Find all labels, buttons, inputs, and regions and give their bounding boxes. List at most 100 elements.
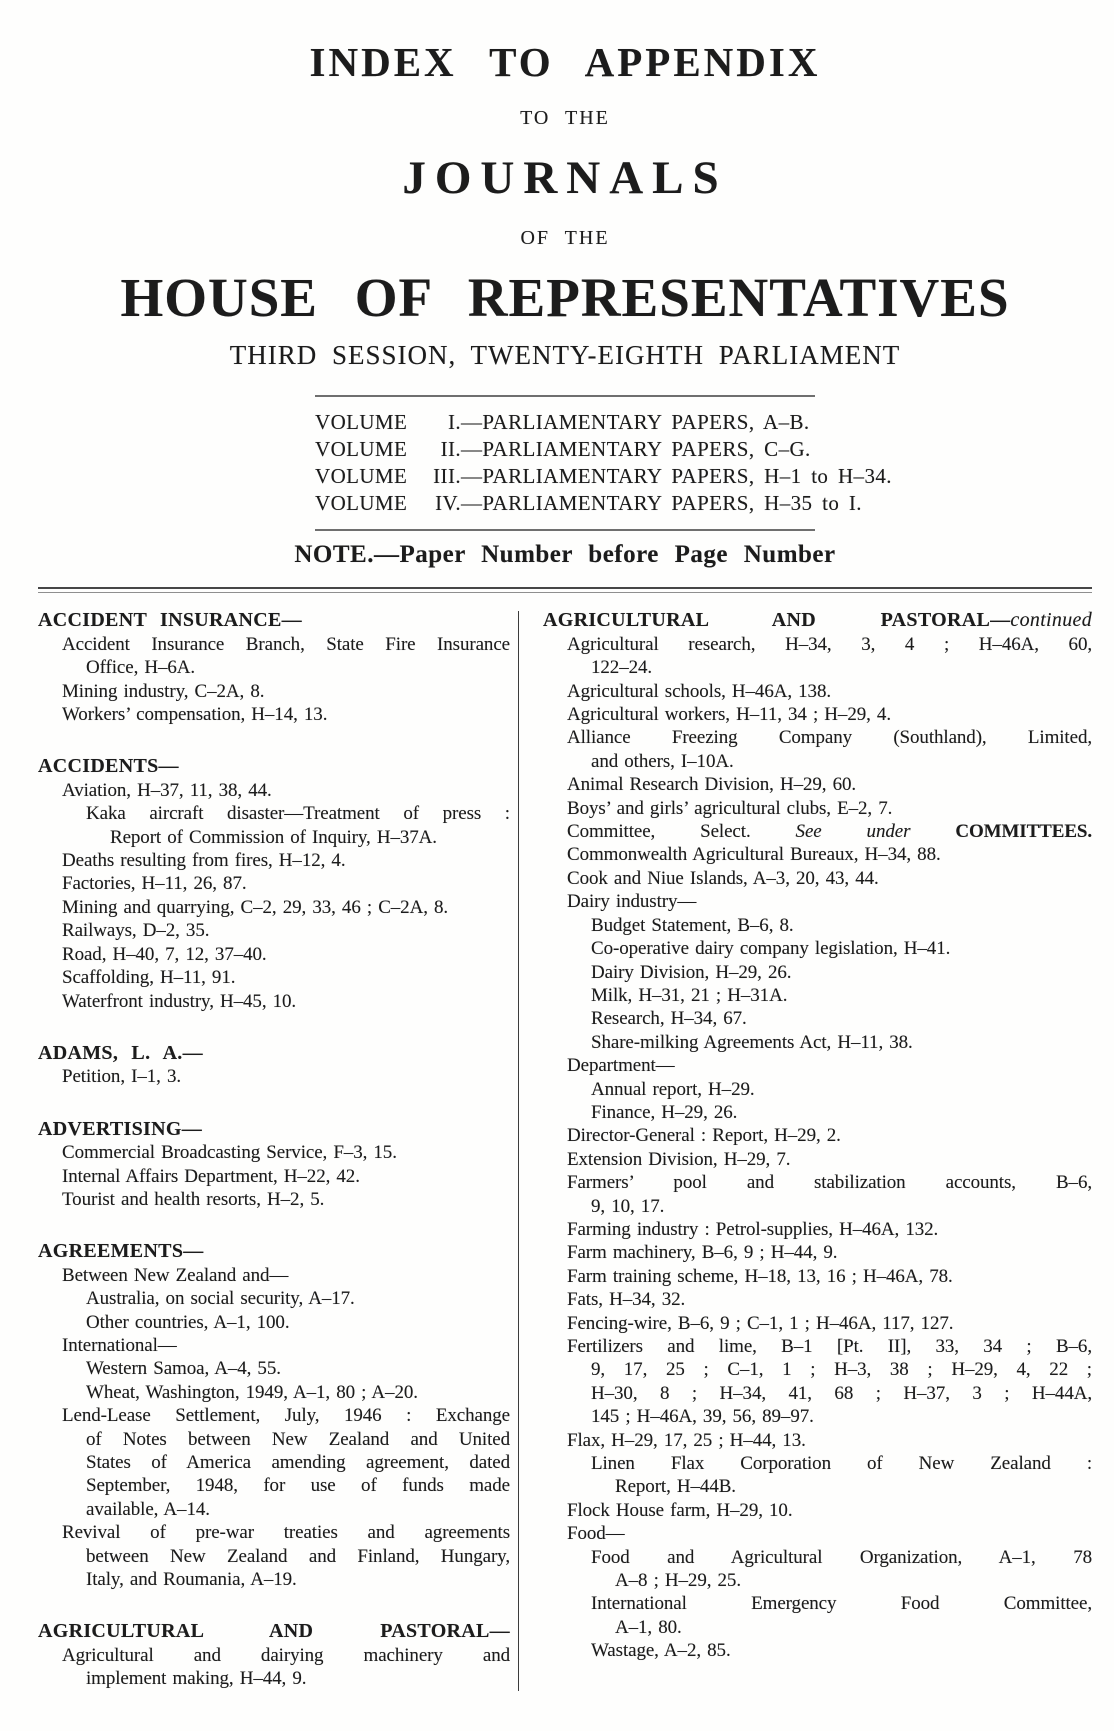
index-entry: Animal Research Division, H–29, 60.	[567, 773, 1092, 796]
text-run: Linen Flax Corporation of New Zealand :	[591, 1453, 1092, 1475]
title-block: INDEX TO APPENDIX TO THE JOURNALS OF THE…	[38, 39, 1092, 371]
text-run: ACCIDENTS—	[38, 755, 179, 778]
text-run: 122–24.	[591, 657, 653, 679]
index-entry: H–30, 8 ; H–34, 41, 68 ; H–37, 3 ; H–44A…	[591, 1382, 1092, 1405]
index-entry: Lend-Lease Settlement, July, 1946 : Exch…	[62, 1404, 510, 1427]
text-run: I.	[447, 410, 461, 435]
text-run: Fencing-wire, B–6, 9 ; C–1, 1 ; H–46A, 1…	[567, 1312, 954, 1334]
text-run: Commercial Broadcasting Service, F–3, 15…	[62, 1142, 397, 1164]
index-entry: Milk, H–31, 21 ; H–31A.	[591, 984, 1092, 1007]
text-run: Lend-Lease Settlement, July, 1946 : Exch…	[62, 1405, 510, 1427]
index-entry: Report of Commission of Inquiry, H–37A.	[110, 826, 510, 849]
index-entry: Farm machinery, B–6, 9 ; H–44, 9.	[567, 1241, 1092, 1264]
index-entry: Petition, I–1, 3.	[62, 1065, 510, 1088]
text-run: Other countries, A–1, 100.	[86, 1311, 290, 1333]
index-entry: Kaka aircraft disaster—Treatment of pres…	[86, 802, 510, 825]
index-entry: Agricultural research, H–34, 3, 4 ; H–46…	[567, 633, 1092, 656]
index-entry: Cook and Niue Islands, A–3, 20, 43, 44.	[567, 867, 1092, 890]
text-run: continued	[1010, 609, 1092, 632]
section-heading: ADAMS, L. A.—	[38, 1042, 510, 1065]
text-run: Agricultural schools, H–46A, 138.	[567, 680, 831, 702]
index-entry: Director-General : Report, H–29, 2.	[567, 1124, 1092, 1147]
index-entry: Deaths resulting from fires, H–12, 4.	[62, 849, 510, 872]
index-entry: A–1, 80.	[615, 1616, 1092, 1639]
index-entry: Railways, D–2, 35.	[62, 919, 510, 942]
text-run: Railways, D–2, 35.	[62, 920, 210, 942]
index-entry: September, 1948, for use of funds made	[86, 1474, 510, 1497]
index-entry: Italy, and Roumania, A–19.	[86, 1568, 510, 1591]
section-heading: AGREEMENTS—	[38, 1240, 510, 1263]
index-entry: Farming industry : Petrol-supplies, H–46…	[567, 1218, 1092, 1241]
index-entry: Alliance Freezing Company (Southland), L…	[567, 726, 1092, 749]
index-entry: Internal Affairs Department, H–22, 42.	[62, 1165, 510, 1188]
section-heading: ACCIDENT INSURANCE—	[38, 609, 510, 632]
text-run: Agricultural workers, H–11, 34 ; H–29, 4…	[567, 704, 891, 726]
conjunction-of-the: OF THE	[520, 226, 610, 249]
index-entry: Factories, H–11, 26, 87.	[62, 872, 510, 895]
text-run: Milk, H–31, 21 ; H–31A.	[591, 984, 788, 1006]
section-heading: ADVERTISING—	[38, 1118, 510, 1141]
volume-list: VOLUME I.—PARLIAMENTARY PAPERS, A–B. VOLUM…	[315, 409, 892, 517]
text-run: Commonwealth Agricultural Bureaux, H–34,…	[567, 844, 941, 866]
index-entry: Annual report, H–29.	[591, 1078, 1092, 1101]
text-run: II.	[440, 437, 461, 462]
text-run: Office, H–6A.	[86, 657, 196, 679]
section-heading: AGRICULTURAL AND PASTORAL—	[38, 1620, 510, 1643]
index-entry: Tourist and health resorts, H–2, 5.	[62, 1188, 510, 1211]
index-entry: Co-operative dairy company legislation, …	[591, 937, 1092, 960]
index-entry: Workers’ compensation, H–14, 13.	[62, 703, 510, 726]
text-run: and others, I–10A.	[591, 750, 734, 772]
text-run: See under	[795, 821, 911, 843]
text-run: Co-operative dairy company legislation, …	[591, 938, 951, 960]
index-entry: and others, I–10A.	[591, 750, 1092, 773]
text-run: of Notes between New Zealand and United	[86, 1428, 510, 1450]
text-run: —PARLIAMENTARY PAPERS, A–B.	[461, 410, 810, 435]
page-title: INDEX TO APPENDIX	[309, 39, 821, 85]
text-run: Annual report, H–29.	[591, 1078, 755, 1100]
index-column-left: ACCIDENT INSURANCE— Accident Insurance Br…	[38, 609, 510, 1690]
index-entry: Accident Insurance Branch, State Fire In…	[62, 633, 510, 656]
text-run: VOLUME	[315, 410, 408, 435]
index-entry: available, A–14.	[86, 1498, 510, 1521]
index-entry: Fats, H–34, 32.	[567, 1288, 1092, 1311]
index-section: AGRICULTURAL AND PASTORAL—continued Agric…	[543, 609, 1092, 1662]
index-entry: Commonwealth Agricultural Bureaux, H–34,…	[567, 843, 1092, 866]
text-run: Boys’ and girls’ agricultural clubs, E–2…	[567, 797, 893, 819]
text-run: Between New Zealand and—	[62, 1264, 289, 1286]
index-entry: Other countries, A–1, 100.	[86, 1311, 510, 1334]
volume-row: VOLUME II.—PARLIAMENTARY PAPERS, C–G.	[315, 436, 815, 463]
text-run: Wheat, Washington, 1949, A–1, 80 ; A–20.	[86, 1381, 418, 1403]
text-run: Agricultural research, H–34, 3, 4 ; H–46…	[567, 633, 1092, 655]
text-run: available, A–14.	[86, 1498, 210, 1520]
text-run: Flock House farm, H–29, 10.	[567, 1499, 793, 1521]
index-entry: 122–24.	[591, 656, 1092, 679]
text-run: Share-milking Agreements Act, H–11, 38.	[591, 1031, 913, 1053]
text-run: Farm training scheme, H–18, 13, 16 ; H–4…	[567, 1265, 953, 1287]
index-entry: Commercial Broadcasting Service, F–3, 15…	[62, 1141, 510, 1164]
text-run: Department—	[567, 1055, 675, 1077]
text-run: 9, 17, 25 ; C–1, 1 ; H–3, 38 ; H–29, 4, …	[591, 1359, 1092, 1381]
index-columns: ACCIDENT INSURANCE— Accident Insurance Br…	[38, 609, 1092, 1691]
index-entry: Dairy industry—	[567, 890, 1092, 913]
index-entry: Wheat, Washington, 1949, A–1, 80 ; A–20.	[86, 1381, 510, 1404]
index-entry: Budget Statement, B–6, 8.	[591, 914, 1092, 937]
text-run: Petition, I–1, 3.	[62, 1066, 181, 1088]
text-run: Report, H–44B.	[615, 1476, 736, 1498]
index-section: ADAMS, L. A.— Petition, I–1, 3.	[38, 1042, 510, 1089]
volume-row: VOLUME IV.—PARLIAMENTARY PAPERS, H–35 to …	[315, 490, 862, 517]
index-entry: Farm training scheme, H–18, 13, 16 ; H–4…	[567, 1265, 1092, 1288]
index-entry: Australia, on social security, A–17.	[86, 1287, 510, 1310]
index-entry: States of America amending agreement, da…	[86, 1451, 510, 1474]
text-run: 145 ; H–46A, 39, 56, 89–97.	[591, 1406, 814, 1428]
index-entry: Food and Agricultural Organization, A–1,…	[591, 1546, 1092, 1569]
index-entry: 9, 10, 17.	[591, 1195, 1092, 1218]
text-run: Animal Research Division, H–29, 60.	[567, 774, 857, 796]
text-run: Finance, H–29, 26.	[591, 1101, 738, 1123]
index-entry: Between New Zealand and—	[62, 1264, 510, 1287]
house-of-representatives-title: HOUSE OF REPRESENTATIVES	[120, 266, 1010, 328]
text-run: between New Zealand and Finland, Hungary…	[86, 1545, 510, 1567]
index-section: ACCIDENT INSURANCE— Accident Insurance Br…	[38, 609, 510, 726]
index-entry: Wastage, A–2, 85.	[591, 1639, 1092, 1662]
text-run: Workers’ compensation, H–14, 13.	[62, 704, 328, 726]
